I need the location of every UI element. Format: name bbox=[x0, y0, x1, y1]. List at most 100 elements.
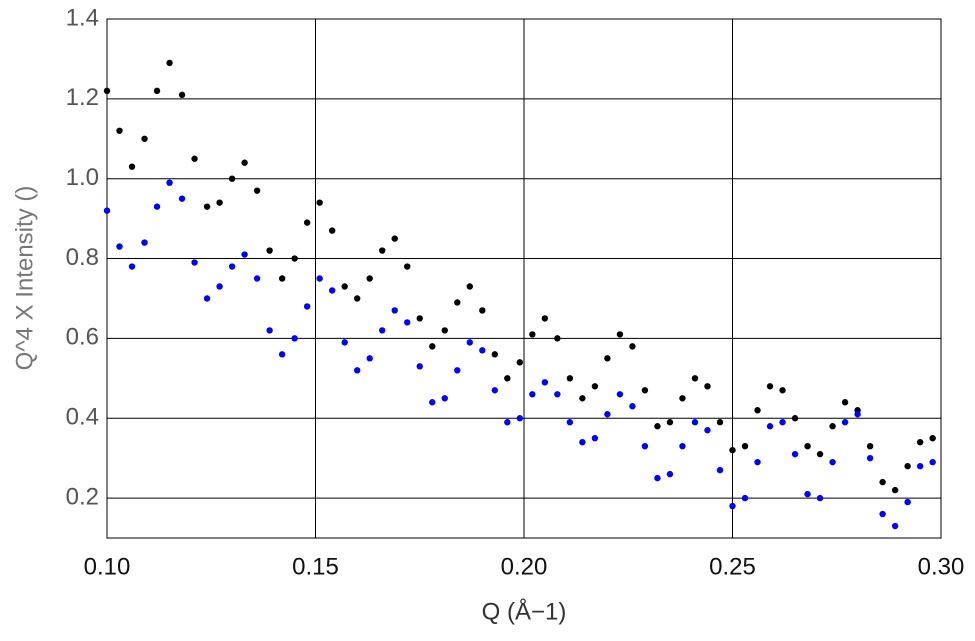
point bbox=[228, 175, 236, 182]
point bbox=[729, 502, 736, 510]
point bbox=[191, 259, 198, 266]
point bbox=[891, 486, 899, 494]
point bbox=[666, 419, 674, 426]
point bbox=[829, 458, 836, 466]
point bbox=[904, 498, 911, 506]
point bbox=[829, 423, 836, 430]
point bbox=[654, 474, 661, 482]
point bbox=[491, 351, 499, 358]
y-tick-label: 1.0 bbox=[66, 164, 99, 191]
point bbox=[404, 319, 411, 326]
point bbox=[804, 442, 811, 450]
point bbox=[554, 335, 561, 342]
point bbox=[616, 391, 624, 398]
point bbox=[691, 419, 699, 426]
point bbox=[879, 478, 886, 486]
point bbox=[729, 446, 736, 454]
point bbox=[904, 462, 911, 470]
point bbox=[253, 275, 261, 282]
point bbox=[604, 355, 611, 362]
point bbox=[103, 207, 111, 214]
x-axis-label: Q (Å−1) bbox=[482, 597, 567, 625]
point bbox=[454, 367, 461, 374]
point bbox=[866, 454, 874, 462]
point bbox=[253, 187, 261, 194]
point bbox=[841, 399, 849, 406]
point bbox=[153, 87, 161, 95]
point bbox=[429, 399, 436, 406]
x-tick-label: 0.15 bbox=[292, 553, 339, 580]
point bbox=[379, 247, 386, 254]
point bbox=[328, 227, 336, 234]
plot-frame bbox=[106, 18, 942, 539]
point bbox=[203, 203, 211, 210]
point bbox=[216, 283, 223, 290]
point bbox=[816, 494, 824, 502]
point bbox=[866, 442, 874, 450]
point bbox=[278, 275, 286, 282]
y-tick-label: 0.4 bbox=[66, 404, 99, 431]
x-tick-label: 0.30 bbox=[918, 553, 965, 580]
point bbox=[741, 494, 749, 502]
point bbox=[691, 375, 699, 382]
point bbox=[191, 155, 198, 162]
point bbox=[153, 203, 161, 210]
point bbox=[854, 411, 861, 418]
point bbox=[891, 522, 899, 530]
y-tick-label: 1.4 bbox=[66, 4, 99, 31]
point bbox=[291, 255, 298, 262]
point bbox=[228, 263, 236, 270]
point bbox=[541, 379, 549, 386]
point bbox=[516, 415, 524, 422]
point bbox=[166, 59, 173, 67]
point bbox=[916, 462, 924, 470]
point bbox=[504, 419, 511, 426]
point bbox=[416, 363, 423, 370]
point bbox=[704, 427, 711, 434]
point bbox=[616, 331, 624, 338]
point bbox=[266, 247, 273, 254]
point bbox=[391, 235, 398, 242]
point bbox=[566, 375, 574, 382]
y-axis-label: Q^4 X Intensity () bbox=[11, 186, 38, 371]
point bbox=[241, 251, 248, 258]
point bbox=[604, 411, 611, 418]
point bbox=[203, 295, 211, 302]
point bbox=[303, 219, 311, 226]
point bbox=[266, 327, 273, 334]
point bbox=[491, 387, 499, 394]
point bbox=[754, 407, 761, 414]
point bbox=[303, 303, 311, 310]
point bbox=[529, 391, 536, 398]
point bbox=[166, 179, 173, 186]
point bbox=[929, 434, 936, 442]
point bbox=[766, 423, 774, 430]
point bbox=[454, 299, 461, 306]
point bbox=[704, 383, 711, 390]
x-tick-label: 0.20 bbox=[501, 553, 548, 580]
point bbox=[579, 438, 586, 446]
point bbox=[591, 434, 599, 442]
point bbox=[716, 466, 724, 474]
x-tick-label: 0.10 bbox=[84, 553, 131, 580]
point bbox=[441, 327, 448, 334]
point bbox=[141, 135, 148, 142]
point bbox=[654, 423, 661, 430]
point bbox=[354, 295, 361, 302]
point bbox=[579, 395, 586, 402]
point bbox=[241, 159, 248, 166]
point bbox=[591, 383, 599, 390]
point bbox=[641, 387, 649, 394]
point bbox=[141, 239, 148, 246]
point bbox=[391, 307, 398, 314]
point bbox=[316, 199, 323, 206]
point bbox=[341, 283, 348, 290]
point bbox=[566, 419, 574, 426]
point bbox=[741, 442, 749, 450]
point bbox=[291, 335, 298, 342]
point bbox=[679, 395, 686, 402]
point bbox=[404, 263, 411, 270]
point bbox=[341, 339, 348, 346]
point bbox=[466, 283, 473, 290]
